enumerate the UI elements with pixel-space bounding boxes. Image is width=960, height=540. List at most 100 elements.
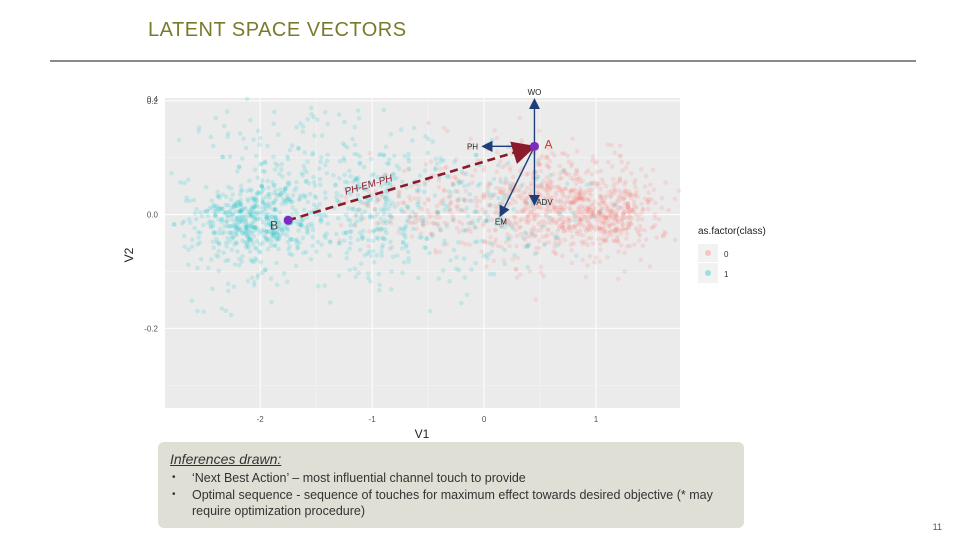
class-1-point [311, 114, 316, 120]
class-1-point [324, 171, 330, 176]
class-0-point [522, 200, 528, 205]
class-1-point [560, 169, 566, 174]
class-1-point [497, 201, 503, 206]
class-0-point [434, 250, 439, 255]
class-0-point [616, 205, 621, 210]
class-0-point [487, 252, 493, 257]
class-1-point [407, 215, 413, 220]
class-0-point [518, 193, 523, 198]
class-1-point [371, 229, 376, 234]
class-0-point [503, 179, 509, 185]
class-0-point [557, 237, 562, 243]
x-tick-label: 1 [594, 415, 599, 424]
class-1-point [307, 210, 312, 215]
class-0-point [601, 213, 606, 219]
class-0-point [430, 232, 435, 237]
class-0-point [401, 200, 407, 206]
class-1-point [570, 210, 576, 216]
class-0-point [608, 209, 613, 214]
class-0-point [406, 166, 412, 172]
class-1-point [341, 238, 347, 244]
class-1-point [253, 203, 259, 209]
class-0-point [581, 197, 587, 202]
class-0-point [473, 199, 479, 204]
class-0-point [654, 235, 659, 240]
class-0-point [578, 196, 583, 201]
class-0-point [602, 200, 608, 206]
class-0-point [574, 194, 579, 200]
class-1-point [459, 300, 464, 306]
class-1-point [242, 229, 247, 234]
class-1-point [343, 230, 349, 236]
class-1-point [224, 244, 229, 249]
class-0-point [494, 135, 500, 141]
class-1-point [239, 259, 244, 264]
class-1-point [169, 170, 174, 176]
class-1-point [255, 190, 260, 196]
class-0-point [544, 162, 549, 168]
class-1-point [444, 203, 449, 209]
class-0-point [543, 213, 549, 218]
class-1-point [273, 196, 279, 202]
class-1-point [259, 229, 265, 234]
class-1-point [223, 258, 228, 264]
class-0-point [524, 230, 529, 236]
class-1-point [220, 154, 226, 160]
class-0-point [463, 188, 469, 194]
class-1-point [181, 219, 187, 224]
class-0-point [538, 270, 544, 276]
class-1-point [386, 212, 392, 218]
class-0-point [584, 228, 589, 234]
class-0-point [561, 167, 567, 173]
class-1-point [269, 231, 275, 236]
class-1-point [270, 214, 275, 219]
class-1-point [282, 188, 288, 194]
class-1-point [274, 192, 280, 197]
class-1-point [208, 219, 213, 224]
class-0-point [572, 187, 577, 192]
class-1-point [416, 205, 422, 210]
class-1-point [331, 173, 336, 178]
class-1-point [262, 203, 268, 209]
class-1-point [325, 221, 331, 227]
class-0-point [376, 197, 382, 202]
class-0-point [609, 142, 614, 148]
class-1-point [323, 235, 328, 240]
class-1-point [436, 276, 442, 281]
class-1-point [379, 226, 385, 232]
class-1-point [410, 138, 415, 143]
class-1-point [341, 155, 347, 161]
class-1-point [375, 236, 381, 241]
class-1-point [406, 151, 411, 157]
class-0-point [561, 224, 566, 230]
class-1-point [201, 222, 206, 228]
class-0-point [566, 224, 572, 229]
class-0-point [523, 200, 528, 205]
class-1-point [206, 220, 211, 226]
class-1-point [473, 260, 479, 266]
class-1-point [287, 244, 293, 249]
class-0-point [523, 217, 529, 222]
class-1-point [399, 246, 405, 251]
class-0-point [422, 201, 427, 206]
vector-label: PH [467, 142, 478, 151]
class-1-point [276, 193, 282, 198]
class-1-point [359, 212, 365, 217]
class-0-point [601, 227, 607, 233]
class-1-point [186, 262, 191, 268]
class-1-point [258, 250, 263, 255]
class-1-point [525, 201, 530, 206]
class-0-point [580, 178, 585, 184]
class-0-point [574, 198, 580, 203]
class-1-point [501, 196, 506, 202]
class-1-point [510, 225, 516, 231]
class-0-point [625, 201, 631, 206]
class-0-point [627, 214, 632, 219]
class-0-point [498, 223, 504, 229]
class-1-point [279, 167, 284, 172]
class-1-point [285, 154, 290, 159]
class-0-point [546, 203, 552, 208]
class-1-point [381, 153, 387, 159]
class-1-point [382, 189, 388, 195]
class-1-point [379, 253, 385, 258]
